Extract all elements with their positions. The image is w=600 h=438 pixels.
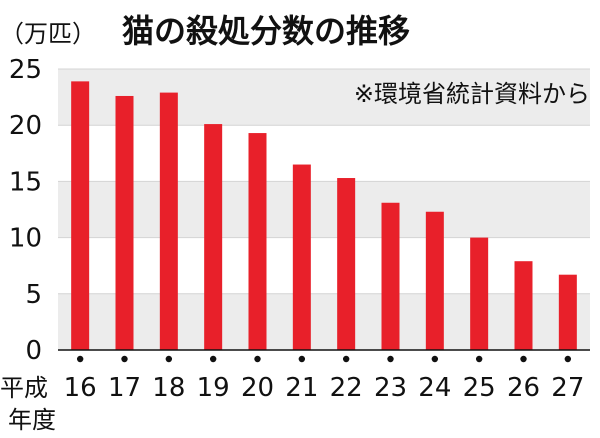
- bar: [558, 274, 577, 350]
- gridlines: [58, 68, 590, 295]
- x-tick-label: 24: [418, 373, 451, 403]
- x-tick-dot: [209, 355, 217, 363]
- x-tick-label: 25: [463, 373, 496, 403]
- x-tick-dot: [165, 355, 173, 363]
- bar: [248, 133, 267, 350]
- x-tick-label: 21: [285, 373, 318, 403]
- x-axis-ticks: 16 17 18 19 20 21 22 23 24 25 26 27: [64, 355, 584, 403]
- bar: [159, 92, 178, 350]
- x-tick-dot: [76, 355, 84, 363]
- x-tick-dot: [387, 355, 394, 363]
- background-band: [58, 181, 590, 238]
- x-tick-dot: [520, 355, 527, 363]
- bar: [514, 261, 533, 350]
- bar: [470, 237, 489, 350]
- x-tick-label: 22: [330, 373, 363, 403]
- bar: [292, 164, 311, 350]
- x-tick-label: 18: [152, 373, 185, 403]
- x-label-prefix: 平成: [0, 374, 48, 402]
- y-tick-label: 25: [9, 55, 42, 85]
- x-tick-dot: [121, 355, 128, 363]
- x-tick-dot: [431, 355, 439, 363]
- x-tick-dot: [298, 355, 306, 363]
- bar: [337, 178, 356, 350]
- x-tick-label: 26: [507, 373, 540, 403]
- y-tick-label: 10: [9, 224, 42, 254]
- x-tick-label: 20: [241, 373, 274, 403]
- x-tick-label: 17: [108, 373, 141, 403]
- x-tick-dot: [254, 355, 261, 363]
- background-bands: [58, 69, 590, 350]
- chart-title: 猫の殺処分数の推移: [122, 12, 410, 50]
- x-tick-label: 16: [64, 373, 97, 403]
- y-unit-label: （万匹）: [0, 20, 96, 48]
- bar: [115, 95, 134, 350]
- y-tick-label: 5: [25, 280, 42, 310]
- background-band: [58, 293, 590, 350]
- y-tick-label: 15: [9, 167, 42, 197]
- y-tick-label: 0: [25, 336, 42, 366]
- source-note: ※環境省統計資料から: [354, 80, 590, 108]
- x-tick-dot: [475, 355, 483, 363]
- x-label-suffix: 年度: [8, 406, 56, 434]
- bar: [425, 211, 444, 350]
- bar: [204, 124, 223, 351]
- y-tick-label: 20: [9, 111, 42, 141]
- x-tick-label: 19: [197, 373, 230, 403]
- x-tick-label: 27: [551, 373, 584, 403]
- bar: [381, 202, 400, 350]
- x-tick-label: 23: [374, 373, 407, 403]
- background-band: [58, 69, 590, 126]
- x-tick-dot: [564, 355, 572, 363]
- bars: [71, 81, 577, 351]
- y-axis-ticks: 0 5 10 15 20 25: [9, 55, 42, 366]
- bar: [71, 81, 90, 350]
- x-tick-dot: [342, 355, 350, 363]
